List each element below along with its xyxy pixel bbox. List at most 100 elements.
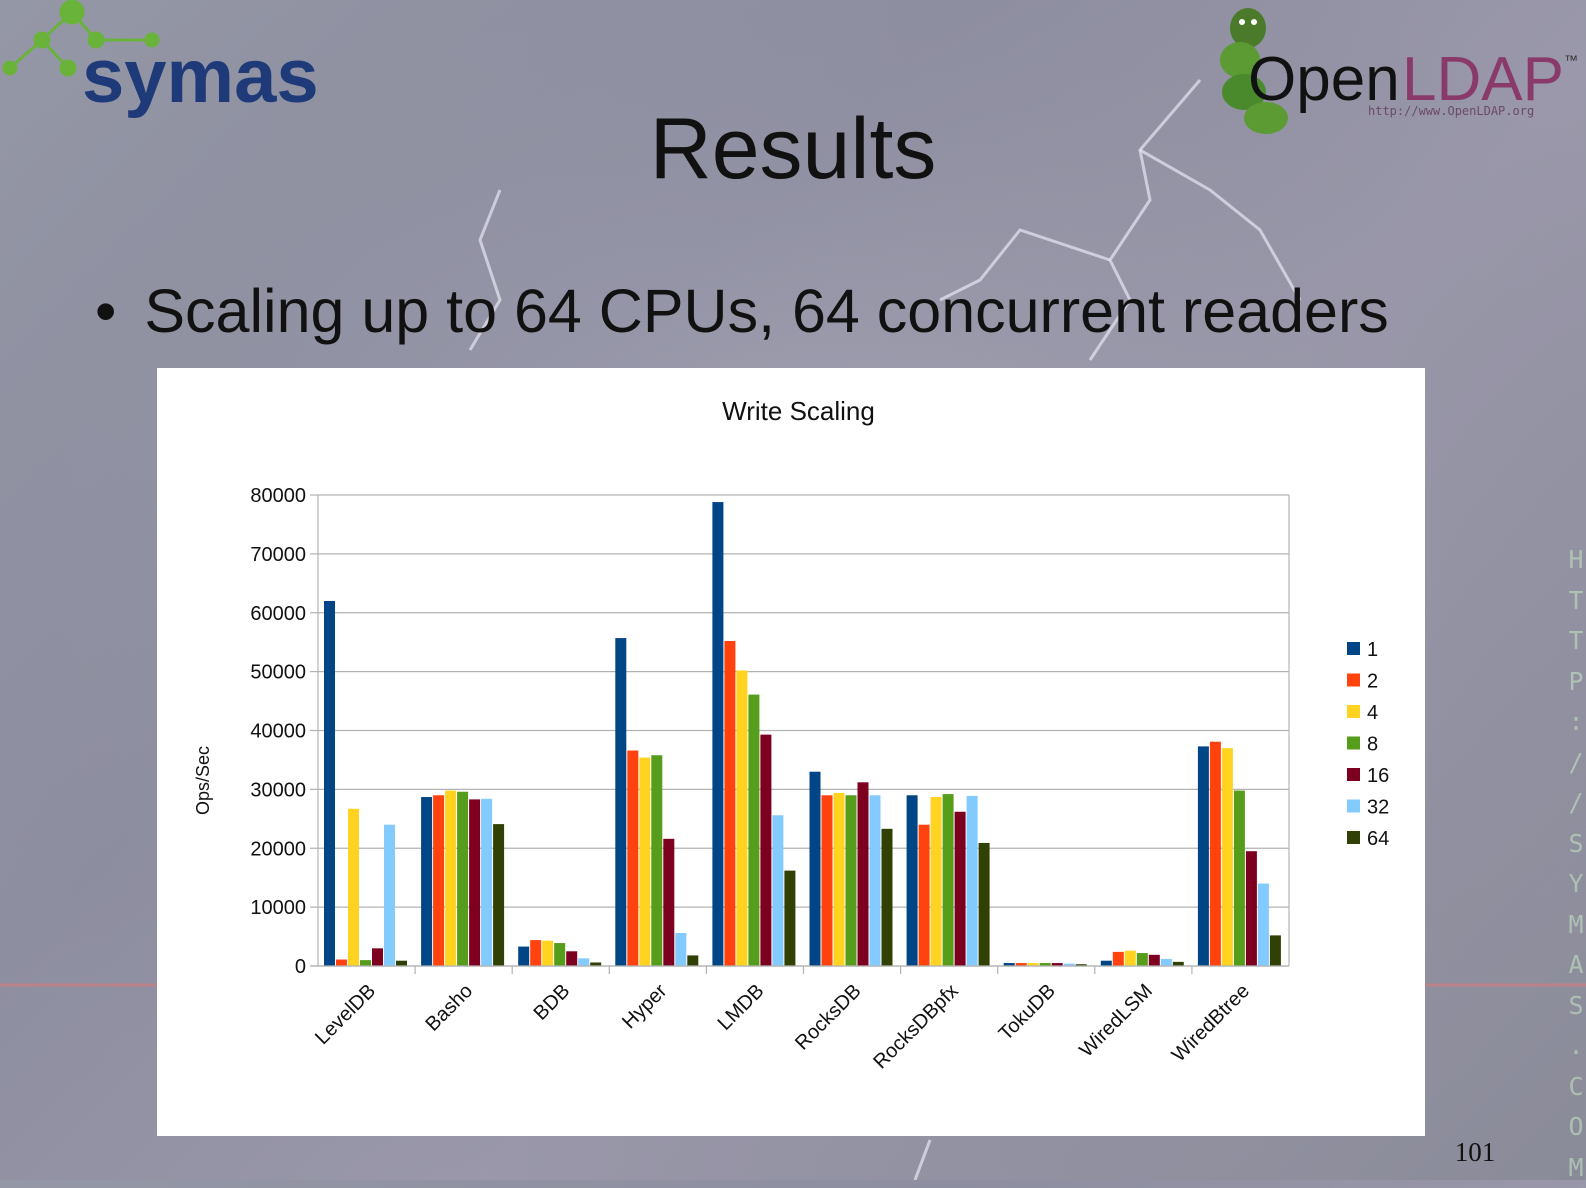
bar-leveldb-4 [348,809,359,966]
bar-wiredlsm-2 [1113,952,1124,966]
bar-rocksdb-16 [858,782,869,966]
bar-wiredlsm-4 [1125,951,1136,966]
bar-basho-4 [445,791,456,966]
y-tick-label: 0 [295,956,306,978]
x-tick-label: BDB [530,980,575,1025]
vertical-url-char: / [1566,783,1586,824]
legend-label: 1 [1367,639,1378,661]
bar-wiredlsm-16 [1149,955,1160,966]
x-tick-label: TokuDB [995,980,1060,1045]
legend-label: 4 [1367,702,1378,724]
bar-leveldb-1 [324,601,335,966]
vertical-url-char: S [1566,824,1586,865]
bar-rocksdbpfx-8 [943,794,954,966]
bar-wiredlsm-32 [1161,959,1172,966]
vertical-url-char: P [1566,662,1586,703]
x-tick-label: RocksDB [791,980,866,1055]
vertical-url-char: A [1566,945,1586,986]
legend-label: 8 [1367,734,1378,756]
vertical-url-char: H [1566,540,1586,581]
bar-bdb-32 [578,958,589,966]
y-tick-label: 50000 [250,662,306,684]
bar-bdb-2 [530,940,541,966]
bar-rocksdb-8 [846,795,857,966]
bar-basho-8 [457,792,468,966]
legend-label: 64 [1367,828,1389,850]
vertical-url-char: C [1566,1067,1586,1108]
bar-bdb-8 [554,943,565,966]
x-tick-label: RocksDBpfx [869,980,962,1073]
legend-swatch-64 [1347,831,1360,844]
x-tick-label: LMDB [714,980,769,1035]
bar-basho-16 [469,799,480,966]
y-tick-label: 80000 [250,485,306,507]
bar-wiredbtree-4 [1222,748,1233,966]
bar-rocksdbpfx-64 [979,843,990,966]
bar-bdb-16 [566,951,577,966]
legend-swatch-1 [1347,642,1360,655]
bar-basho-1 [421,797,432,966]
legend-swatch-8 [1347,737,1360,750]
slide-title: Results [0,100,1586,199]
vertical-url-char: Y [1566,864,1586,905]
vertical-url-char: . [1566,1026,1586,1067]
bullet-text: Scaling up to 64 CPUs, 64 concurrent rea… [144,277,1388,345]
chart-title: Write Scaling [722,396,875,426]
bar-basho-32 [481,799,492,966]
bar-wiredlsm-8 [1137,953,1148,966]
vertical-url-char: T [1566,581,1586,622]
legend-swatch-16 [1347,768,1360,781]
bar-wiredbtree-32 [1258,884,1269,966]
bar-hyper-16 [663,839,674,966]
bar-rocksdb-64 [882,829,893,966]
bar-bdb-4 [542,941,553,966]
bar-leveldb-64 [396,961,407,966]
bar-wiredbtree-2 [1210,742,1221,966]
y-tick-label: 20000 [250,838,306,860]
y-tick-label: 70000 [250,544,306,566]
bar-basho-2 [433,795,444,966]
bar-lmdb-2 [724,641,735,966]
bar-rocksdb-32 [870,795,881,966]
bar-wiredbtree-8 [1234,791,1245,966]
legend-label: 32 [1367,797,1389,819]
bar-leveldb-16 [372,948,383,966]
y-axis-label: Ops/Sec [193,746,213,815]
x-tick-label: Basho [422,980,478,1036]
bar-rocksdb-4 [834,793,845,966]
bar-rocksdbpfx-1 [907,795,918,966]
x-tick-label: LevelDB [311,980,380,1049]
bar-wiredlsm-64 [1173,962,1184,966]
bar-rocksdb-1 [810,772,821,966]
vertical-url-char: : [1566,702,1586,743]
y-tick-label: 60000 [250,603,306,625]
bar-wiredbtree-1 [1198,746,1209,966]
bar-lmdb-32 [772,815,783,966]
bar-lmdb-64 [784,871,795,966]
vertical-url-char: S [1566,986,1586,1027]
bullet-dot-icon: • [95,277,116,345]
openldap-tm: ™ [1564,52,1578,68]
bar-lmdb-1 [712,502,723,966]
vertical-url-char: M [1566,905,1586,946]
bar-rocksdbpfx-4 [931,797,942,966]
x-tick-label: WiredBtree [1168,980,1254,1066]
bar-basho-64 [493,824,504,966]
write-scaling-chart: Write Scaling010000200003000040000500006… [157,368,1425,1136]
bar-hyper-8 [651,755,662,966]
page-number: 101 [1440,1137,1510,1168]
bar-rocksdbpfx-2 [919,825,930,966]
bar-wiredlsm-1 [1101,961,1112,966]
vertical-url-char: O [1566,1107,1586,1148]
bar-wiredbtree-16 [1246,851,1257,966]
y-tick-label: 40000 [250,721,306,743]
bar-bdb-1 [518,947,529,966]
bar-lmdb-16 [760,735,771,966]
x-tick-label: Hyper [618,980,672,1034]
bar-lmdb-4 [736,670,747,966]
x-tick-label: WiredLSM [1075,980,1157,1062]
bar-leveldb-8 [360,960,371,966]
vertical-url-char: / [1566,743,1586,784]
